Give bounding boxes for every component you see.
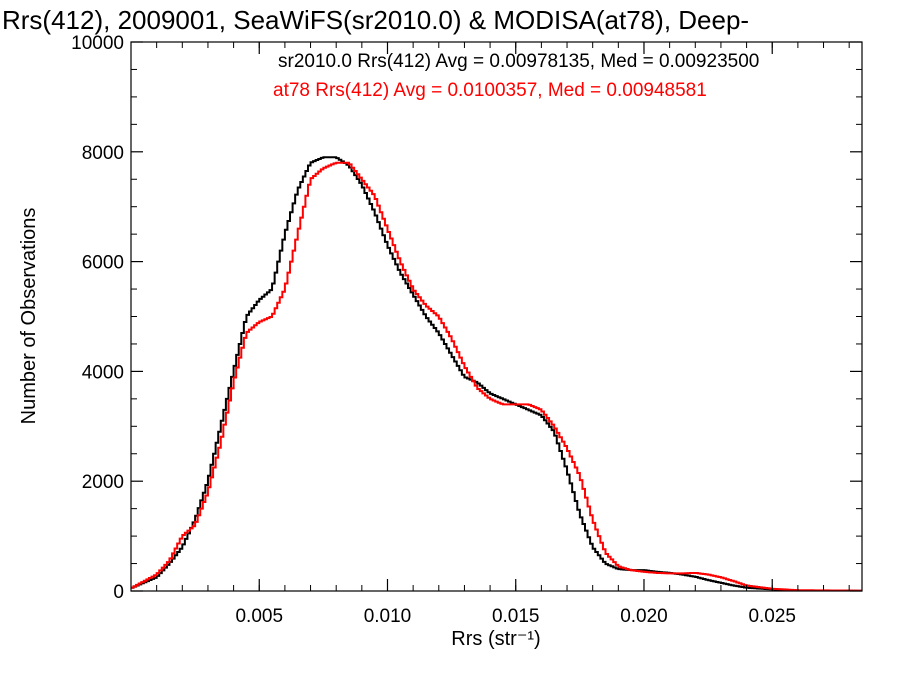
y-tick-label: 8000 <box>82 143 124 164</box>
series-layer <box>131 156 862 591</box>
y-tick-label: 4000 <box>82 362 124 383</box>
x-tick-label: 0.025 <box>748 606 796 627</box>
chart-title: Rrs(412), 2009001, SeaWiFS(sr2010.0) & M… <box>2 5 749 35</box>
y-tick-label: 10000 <box>71 33 124 54</box>
legend-entry-1: sr2010.0 Rrs(412) Avg = 0.00978135, Med … <box>278 51 759 72</box>
y-tick-label: 6000 <box>82 253 124 274</box>
plot-frame <box>130 41 863 592</box>
x-tick-label: 0.010 <box>364 606 412 627</box>
x-tick-label: 0.020 <box>620 606 668 627</box>
y-axis: 0 2000 4000 6000 8000 10000 <box>71 33 862 603</box>
series-line-1 <box>131 156 862 591</box>
y-tick-label: 2000 <box>82 472 124 493</box>
x-axis-label: Rrs (str⁻¹) <box>451 628 540 650</box>
y-axis-label: Number of Observations <box>18 208 40 425</box>
y-tick-label: 0 <box>113 582 124 603</box>
x-tick-label: 0.005 <box>235 606 283 627</box>
x-axis: 0.005 0.010 0.015 0.020 0.025 <box>156 42 850 627</box>
x-tick-label: 0.015 <box>492 606 540 627</box>
series-line-2 <box>131 161 862 591</box>
legend-entry-2: at78 Rrs(412) Avg = 0.0100357, Med = 0.0… <box>273 80 707 101</box>
